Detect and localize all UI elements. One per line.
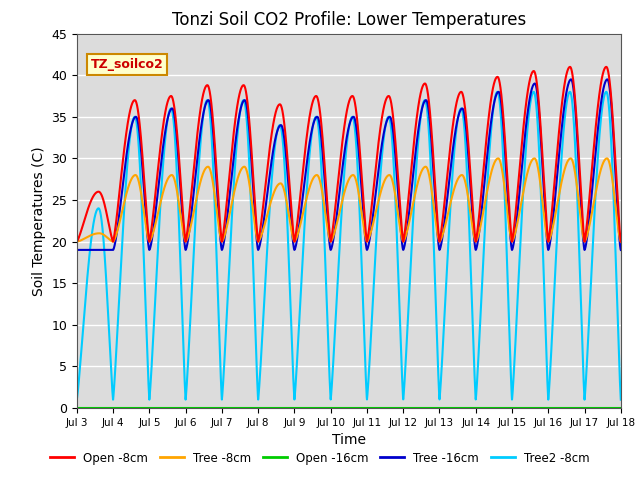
- Open -16cm: [189, 405, 197, 411]
- Tree2 -8cm: [602, 89, 610, 95]
- Open -8cm: [615, 217, 623, 223]
- Open -16cm: [617, 405, 625, 411]
- Tree -16cm: [617, 247, 625, 253]
- Tree2 -8cm: [184, 371, 191, 376]
- Open -16cm: [184, 405, 191, 411]
- Tree -16cm: [184, 240, 191, 246]
- Line: Tree2 -8cm: Tree2 -8cm: [77, 92, 621, 400]
- Tree2 -8cm: [424, 114, 431, 120]
- Open -8cm: [602, 64, 610, 70]
- Y-axis label: Soil Temperatures (C): Soil Temperatures (C): [31, 146, 45, 296]
- X-axis label: Time: Time: [332, 433, 366, 447]
- Open -16cm: [501, 405, 509, 411]
- Tree -16cm: [615, 229, 623, 235]
- Open -8cm: [617, 239, 625, 244]
- Tree -8cm: [615, 230, 623, 236]
- Tree -16cm: [424, 102, 431, 108]
- Tree -16cm: [276, 122, 284, 128]
- Tree -16cm: [189, 194, 197, 200]
- Open -8cm: [501, 138, 509, 144]
- Line: Open -8cm: Open -8cm: [77, 67, 621, 241]
- Tree -16cm: [501, 149, 509, 155]
- Tree2 -8cm: [189, 261, 197, 266]
- Tree -8cm: [73, 239, 81, 244]
- Open -8cm: [276, 102, 284, 108]
- Tree2 -8cm: [615, 351, 623, 357]
- Open -8cm: [424, 90, 431, 96]
- Tree2 -8cm: [73, 397, 81, 403]
- Open -16cm: [73, 405, 81, 411]
- Text: TZ_soilco2: TZ_soilco2: [90, 58, 163, 71]
- Open -16cm: [615, 405, 623, 411]
- Line: Tree -8cm: Tree -8cm: [77, 158, 621, 241]
- Tree -16cm: [73, 247, 81, 253]
- Tree2 -8cm: [617, 397, 625, 403]
- Tree -8cm: [501, 189, 509, 194]
- Tree -8cm: [184, 235, 191, 241]
- Tree -8cm: [276, 180, 284, 186]
- Tree2 -8cm: [276, 123, 284, 129]
- Line: Tree -16cm: Tree -16cm: [77, 79, 621, 250]
- Title: Tonzi Soil CO2 Profile: Lower Temperatures: Tonzi Soil CO2 Profile: Lower Temperatur…: [172, 11, 526, 29]
- Open -8cm: [184, 228, 191, 233]
- Tree -8cm: [189, 212, 197, 218]
- Open -8cm: [189, 172, 197, 178]
- Tree -16cm: [604, 76, 611, 82]
- Open -16cm: [276, 405, 284, 411]
- Tree -8cm: [617, 239, 625, 244]
- Open -16cm: [424, 405, 431, 411]
- Legend: Open -8cm, Tree -8cm, Open -16cm, Tree -16cm, Tree2 -8cm: Open -8cm, Tree -8cm, Open -16cm, Tree -…: [45, 447, 595, 469]
- Open -8cm: [73, 239, 81, 244]
- Tree -8cm: [603, 156, 611, 161]
- Tree2 -8cm: [501, 201, 509, 207]
- Tree -8cm: [424, 167, 431, 173]
